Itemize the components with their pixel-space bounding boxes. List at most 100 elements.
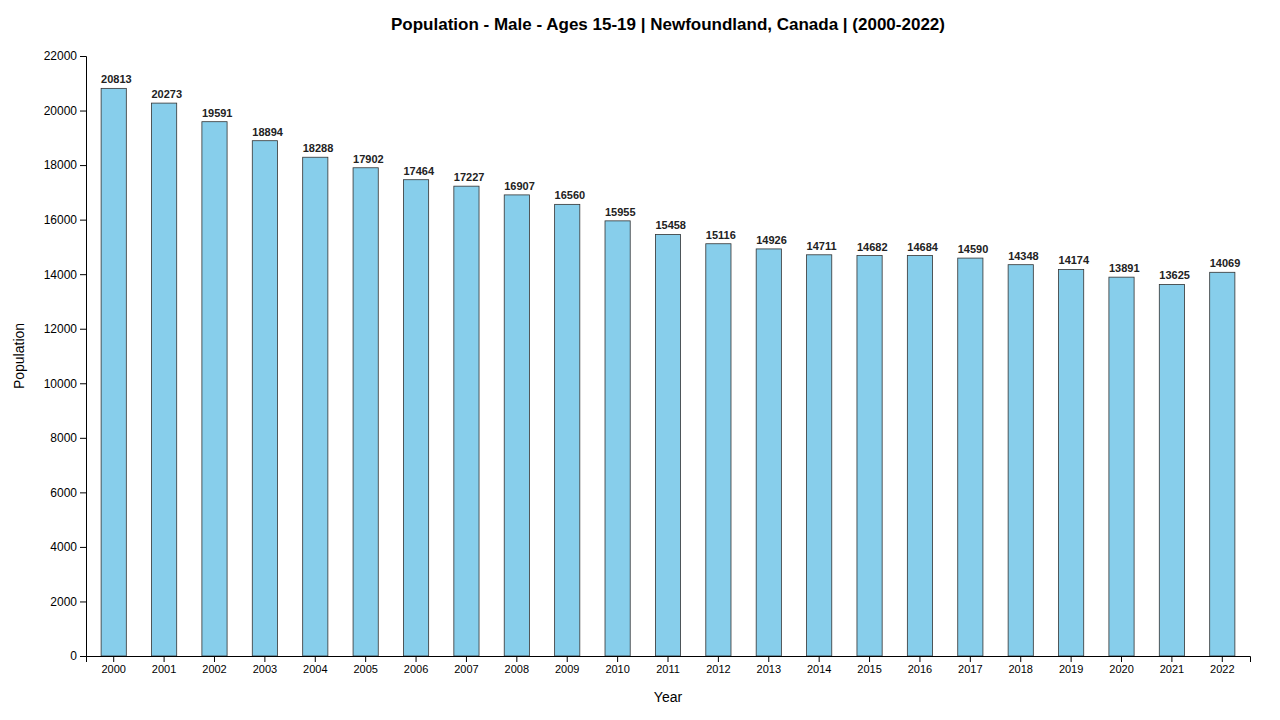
y-tick-mark (80, 329, 86, 330)
bar (1109, 277, 1134, 656)
x-tick-label: 2021 (1160, 663, 1184, 675)
x-tick: 2008 (505, 656, 529, 675)
x-tick-mark (516, 656, 517, 662)
x-tick-mark (1121, 656, 1122, 662)
data-label: 15955 (605, 206, 636, 218)
data-label: 14682 (857, 241, 888, 253)
x-tick-mark (1071, 656, 1072, 662)
x-tick-mark (264, 656, 265, 662)
bar (504, 195, 529, 656)
bar (454, 186, 479, 656)
x-tick: 2009 (555, 656, 579, 675)
bar (252, 141, 277, 656)
x-tick-label: 2017 (958, 663, 982, 675)
data-label: 19591 (202, 107, 233, 119)
x-tick-label: 2006 (404, 663, 428, 675)
x-tick: 2019 (1059, 656, 1083, 675)
y-tick-label: 14000 (44, 268, 78, 282)
x-tick-mark (668, 656, 669, 662)
y-axis: 0200040006000800010000120001400016000180… (44, 49, 87, 663)
data-label: 20813 (101, 73, 132, 85)
plot-area: 0200040006000800010000120001400016000180… (44, 49, 1251, 674)
data-label: 14926 (756, 234, 787, 246)
bar (202, 122, 227, 656)
data-label: 16907 (504, 180, 535, 192)
data-label: 15116 (706, 229, 736, 241)
bars (101, 88, 1235, 656)
x-tick-label: 2018 (1008, 663, 1032, 675)
y-tick: 4000 (50, 540, 86, 554)
x-tick-label: 2011 (656, 663, 680, 675)
bar (1008, 265, 1033, 656)
x-tick: 2010 (605, 656, 629, 675)
x-tick-label: 2013 (757, 663, 781, 675)
x-tick: 2012 (706, 656, 730, 675)
data-label: 14348 (1008, 250, 1039, 262)
bar (1210, 272, 1235, 656)
x-tick-mark (164, 656, 165, 662)
data-label: 14069 (1210, 257, 1241, 269)
data-label: 14590 (958, 243, 989, 255)
y-axis-title: Population (11, 323, 27, 389)
y-tick: 18000 (44, 158, 86, 172)
y-tick-label: 4000 (50, 540, 77, 554)
x-tick-label: 2010 (605, 663, 629, 675)
data-label: 14684 (907, 241, 938, 253)
x-tick-label: 2020 (1109, 663, 1133, 675)
x-tick-mark (113, 656, 114, 662)
bar (1059, 269, 1084, 656)
y-tick: 2000 (50, 595, 86, 609)
y-tick: 0 (70, 649, 86, 663)
x-tick: 2014 (807, 656, 831, 675)
chart-svg: 0200040006000800010000120001400016000180… (0, 0, 1280, 720)
x-tick: 2018 (1008, 656, 1032, 675)
data-label: 17902 (353, 153, 384, 165)
x-tick-mark (970, 656, 971, 662)
y-tick-label: 18000 (44, 158, 78, 172)
bar (756, 249, 781, 656)
y-tick: 12000 (44, 322, 86, 336)
chart-title: Population - Male - Ages 15-19 | Newfoun… (391, 15, 945, 34)
x-tick: 2016 (908, 656, 932, 675)
y-tick: 20000 (44, 104, 86, 118)
x-tick-label: 2009 (555, 663, 579, 675)
x-tick-label: 2004 (303, 663, 327, 675)
y-tick: 10000 (44, 377, 86, 391)
axis-line (87, 657, 1251, 663)
x-tick-mark (718, 656, 719, 662)
bar (303, 157, 328, 656)
x-axis: 2000200120022003200420052006200720082009… (87, 656, 1251, 675)
bar (403, 180, 428, 656)
data-label: 18288 (303, 142, 334, 154)
x-tick-mark (819, 656, 820, 662)
y-tick-label: 0 (70, 649, 77, 663)
y-tick-label: 20000 (44, 104, 78, 118)
y-tick: 16000 (44, 213, 86, 227)
y-tick-mark (80, 56, 86, 57)
data-label: 16560 (555, 189, 586, 201)
bar (807, 255, 832, 656)
x-tick: 2004 (303, 656, 327, 675)
x-tick-label: 2012 (706, 663, 730, 675)
data-label: 17464 (403, 165, 434, 177)
x-tick-label: 2015 (857, 663, 881, 675)
y-tick-label: 22000 (44, 49, 78, 63)
bar (605, 221, 630, 656)
x-tick-label: 2022 (1210, 663, 1234, 675)
x-tick-mark (315, 656, 316, 662)
bar (152, 103, 177, 656)
data-label: 14174 (1059, 254, 1090, 266)
x-tick: 2015 (857, 656, 881, 675)
y-tick-label: 8000 (50, 431, 77, 445)
data-label: 14711 (807, 240, 837, 252)
x-tick: 2003 (253, 656, 277, 675)
y-tick-label: 10000 (44, 377, 78, 391)
y-tick-label: 2000 (50, 595, 77, 609)
bar (1159, 284, 1184, 656)
y-tick-mark (80, 383, 86, 384)
x-tick-label: 2016 (908, 663, 932, 675)
data-labels: 2081320273195911889418288179021746417227… (101, 73, 1240, 281)
x-tick-mark (416, 656, 417, 662)
x-tick: 2002 (202, 656, 226, 675)
x-tick: 2013 (757, 656, 781, 675)
